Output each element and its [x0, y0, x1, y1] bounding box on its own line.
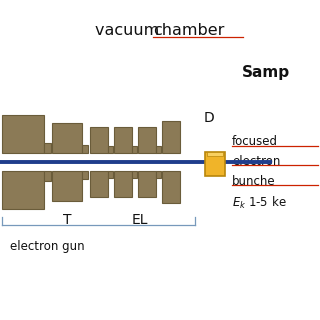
- Bar: [44, 171, 51, 181]
- Bar: [162, 171, 180, 203]
- Text: electron: electron: [232, 155, 280, 168]
- Bar: [90, 127, 108, 153]
- Bar: [52, 123, 82, 153]
- Text: T: T: [63, 213, 71, 227]
- Bar: [138, 127, 156, 153]
- Bar: [114, 127, 132, 153]
- Bar: [82, 171, 88, 179]
- Text: D: D: [204, 111, 215, 125]
- Bar: [2, 115, 44, 153]
- Bar: [2, 171, 44, 209]
- Text: $E_k$ 1-5 ke: $E_k$ 1-5 ke: [232, 195, 287, 211]
- Bar: [156, 146, 161, 153]
- Bar: [205, 152, 225, 176]
- Bar: [138, 171, 156, 197]
- Text: chamber: chamber: [153, 23, 224, 38]
- Bar: [114, 171, 132, 197]
- Bar: [90, 171, 108, 197]
- Text: bunche: bunche: [232, 175, 276, 188]
- Text: focused: focused: [232, 135, 278, 148]
- Bar: [52, 171, 82, 201]
- Bar: [108, 171, 113, 178]
- Bar: [108, 146, 113, 153]
- Bar: [132, 171, 137, 178]
- Text: electron gun: electron gun: [10, 240, 84, 253]
- Bar: [82, 145, 88, 153]
- Bar: [207, 152, 223, 156]
- Bar: [162, 121, 180, 153]
- Bar: [132, 146, 137, 153]
- Bar: [44, 143, 51, 153]
- Text: Samp: Samp: [242, 65, 290, 80]
- Bar: [156, 171, 161, 178]
- Text: vacuum: vacuum: [95, 23, 164, 38]
- Text: EL: EL: [132, 213, 148, 227]
